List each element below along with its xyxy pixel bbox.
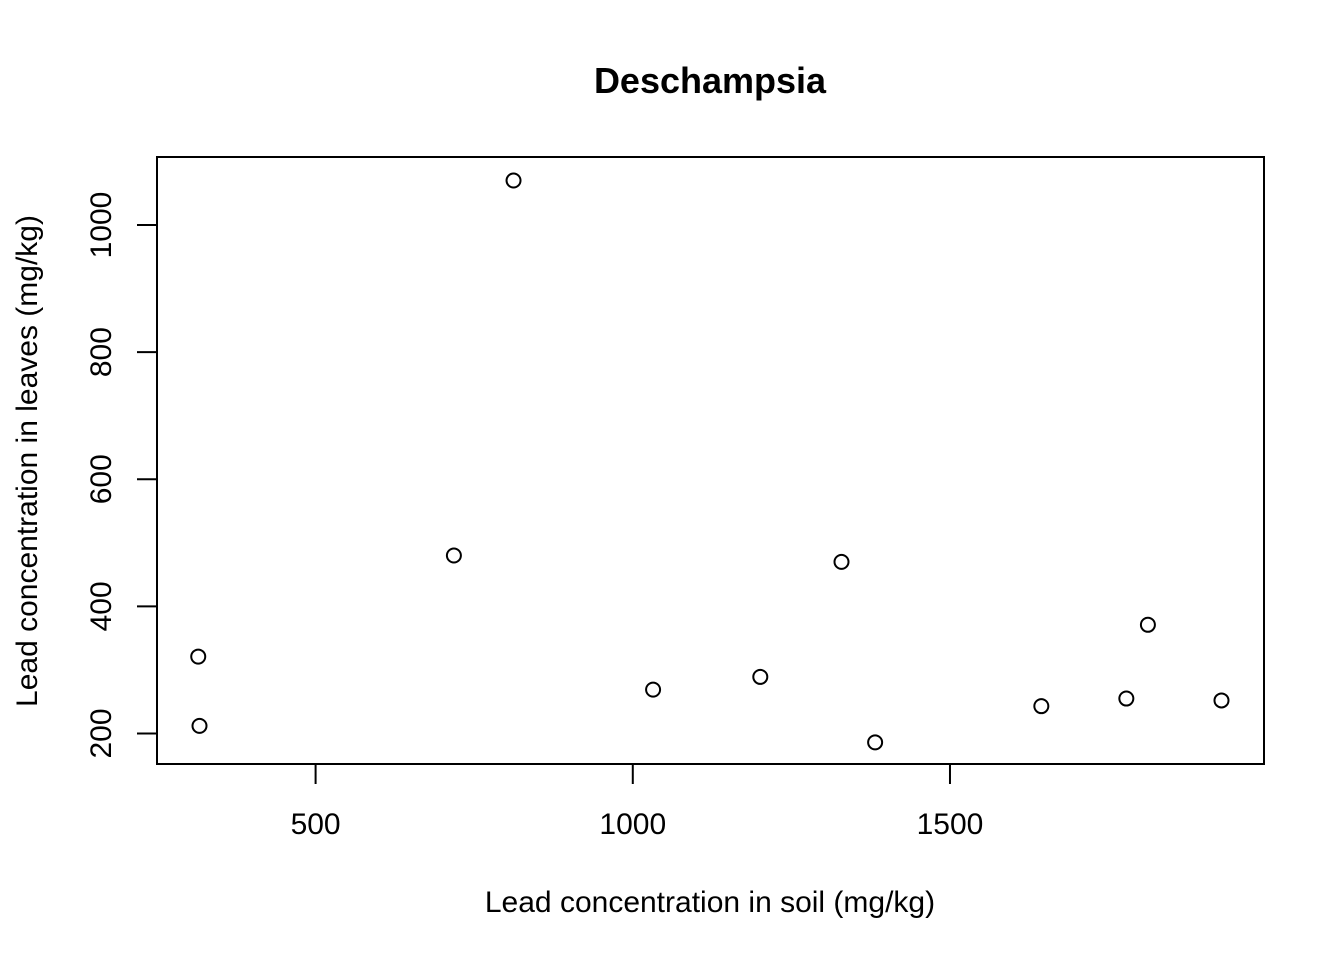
data-point xyxy=(833,553,850,570)
y-axis: 200 400 600 800 1000 xyxy=(85,192,157,759)
y-tick-label: 1000 xyxy=(85,192,118,259)
y-axis-label: Lead concentration in leaves (mg/kg) xyxy=(11,215,44,707)
data-point xyxy=(867,734,884,751)
data-point xyxy=(1213,692,1230,709)
data-points xyxy=(190,172,1230,751)
data-point xyxy=(1033,698,1050,715)
x-axis-label: Lead concentration in soil (mg/kg) xyxy=(485,886,935,919)
y-tick-label: 200 xyxy=(85,708,118,758)
data-point xyxy=(445,547,462,564)
y-tick-label: 400 xyxy=(85,581,118,631)
x-tick-label: 1500 xyxy=(917,808,984,841)
y-tick-label: 800 xyxy=(85,327,118,377)
x-tick-label: 1000 xyxy=(599,808,666,841)
y-tick-label: 600 xyxy=(85,454,118,504)
data-point xyxy=(190,648,207,665)
data-point xyxy=(752,668,769,685)
data-point xyxy=(1139,616,1156,633)
chart-title: Deschampsia xyxy=(594,60,827,101)
data-point xyxy=(191,717,208,734)
x-tick-label: 500 xyxy=(291,808,341,841)
data-point xyxy=(505,172,522,189)
x-axis: 500 1000 1500 xyxy=(291,764,984,841)
data-point xyxy=(1118,690,1135,707)
plot-frame xyxy=(156,156,1265,765)
data-point xyxy=(645,681,662,698)
